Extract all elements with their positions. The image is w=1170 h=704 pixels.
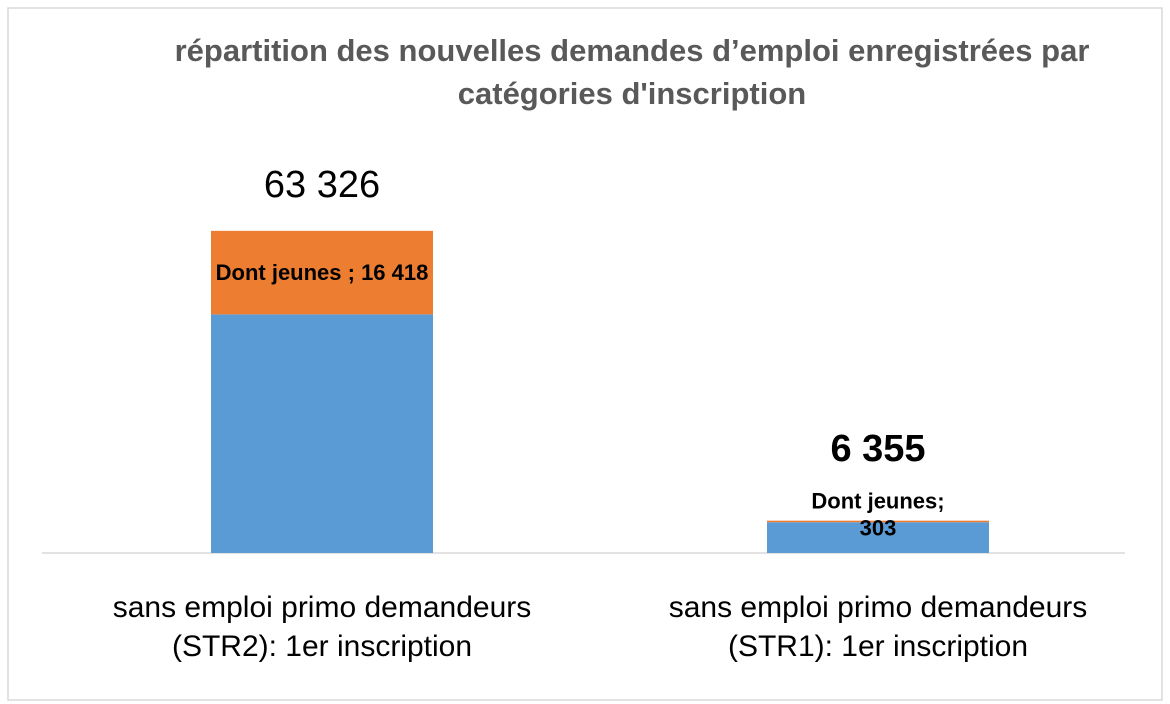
value-label: Dont jeunes; 303 — [811, 489, 945, 541]
bar-segment — [211, 230, 433, 315]
bar-segment — [767, 520, 989, 523]
chart-border — [7, 7, 1163, 701]
total-label: 63 326 — [263, 164, 381, 207]
x-tick-label: sans emploi primo demandeurs (STR2): 1er… — [112, 591, 532, 663]
bar-segment — [767, 522, 989, 553]
bar-segment — [211, 314, 433, 553]
chart-title: répartition des nouvelles demandes d’emp… — [174, 33, 1090, 111]
x-tick-label: sans emploi primo demandeurs (STR1): 1er… — [668, 591, 1088, 663]
value-label: Dont jeunes ; 16 418 — [215, 259, 429, 285]
total-label: 6 355 — [830, 428, 926, 471]
